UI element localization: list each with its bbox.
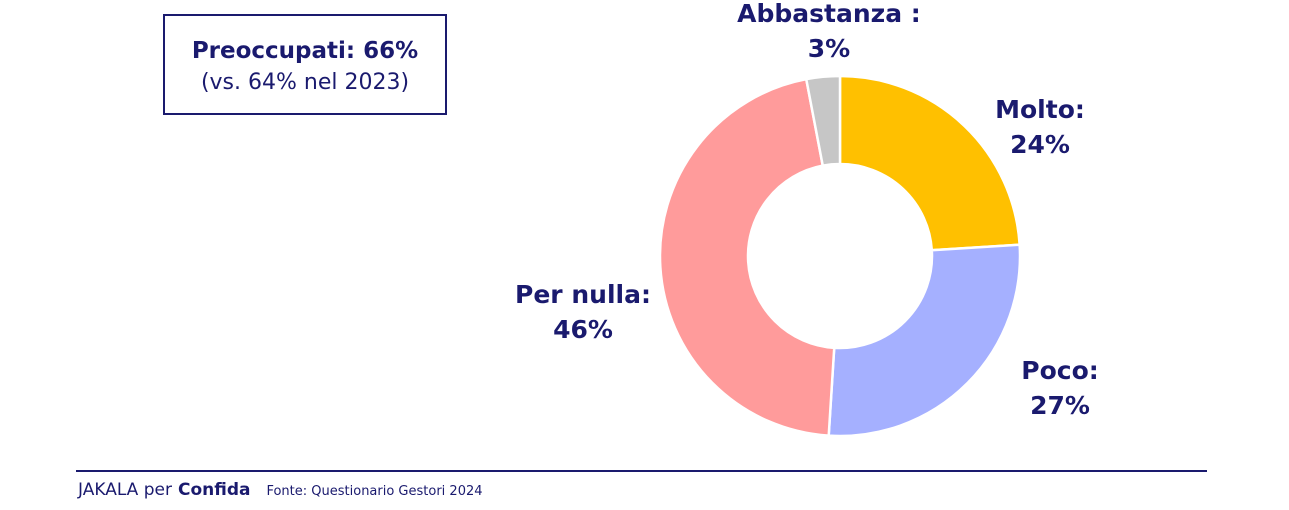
slice-label-name-4: Abbastanza : xyxy=(737,0,921,28)
summary-main-text: Preoccupati: 66% xyxy=(191,38,419,64)
donut-slice-2 xyxy=(827,243,1022,438)
donut-slice-4 xyxy=(804,74,842,168)
slice-label-value-3: 46% xyxy=(553,315,613,344)
donut-slice-1 xyxy=(838,74,1021,252)
slice-label-name-2: Poco: xyxy=(1021,356,1099,385)
slice-label-value-1: 24% xyxy=(1010,130,1070,159)
summary-box: Preoccupati: 66% (vs. 64% nel 2023) xyxy=(163,14,447,115)
footer-brand: JAKALA per xyxy=(78,480,172,500)
donut-slice-3 xyxy=(658,77,836,437)
donut-chart: Molto: 24% Poco: 27% Per nulla: 46% Abbastanza… xyxy=(515,0,1099,438)
slice-label-name-1: Molto: xyxy=(995,95,1085,124)
footer-divider xyxy=(76,470,1207,472)
footer-brand-strong: Confida xyxy=(177,480,251,500)
slice-label-value-4: 3% xyxy=(808,34,850,63)
footer: JAKALA per Confida Fonte: Questionario G… xyxy=(78,480,483,500)
summary-sub-text: (vs. 64% nel 2023) xyxy=(200,70,410,95)
slice-label-name-3: Per nulla: xyxy=(515,280,651,309)
footer-source: Fonte: Questionario Gestori 2024 xyxy=(266,484,483,499)
slice-label-value-2: 27% xyxy=(1030,391,1090,420)
